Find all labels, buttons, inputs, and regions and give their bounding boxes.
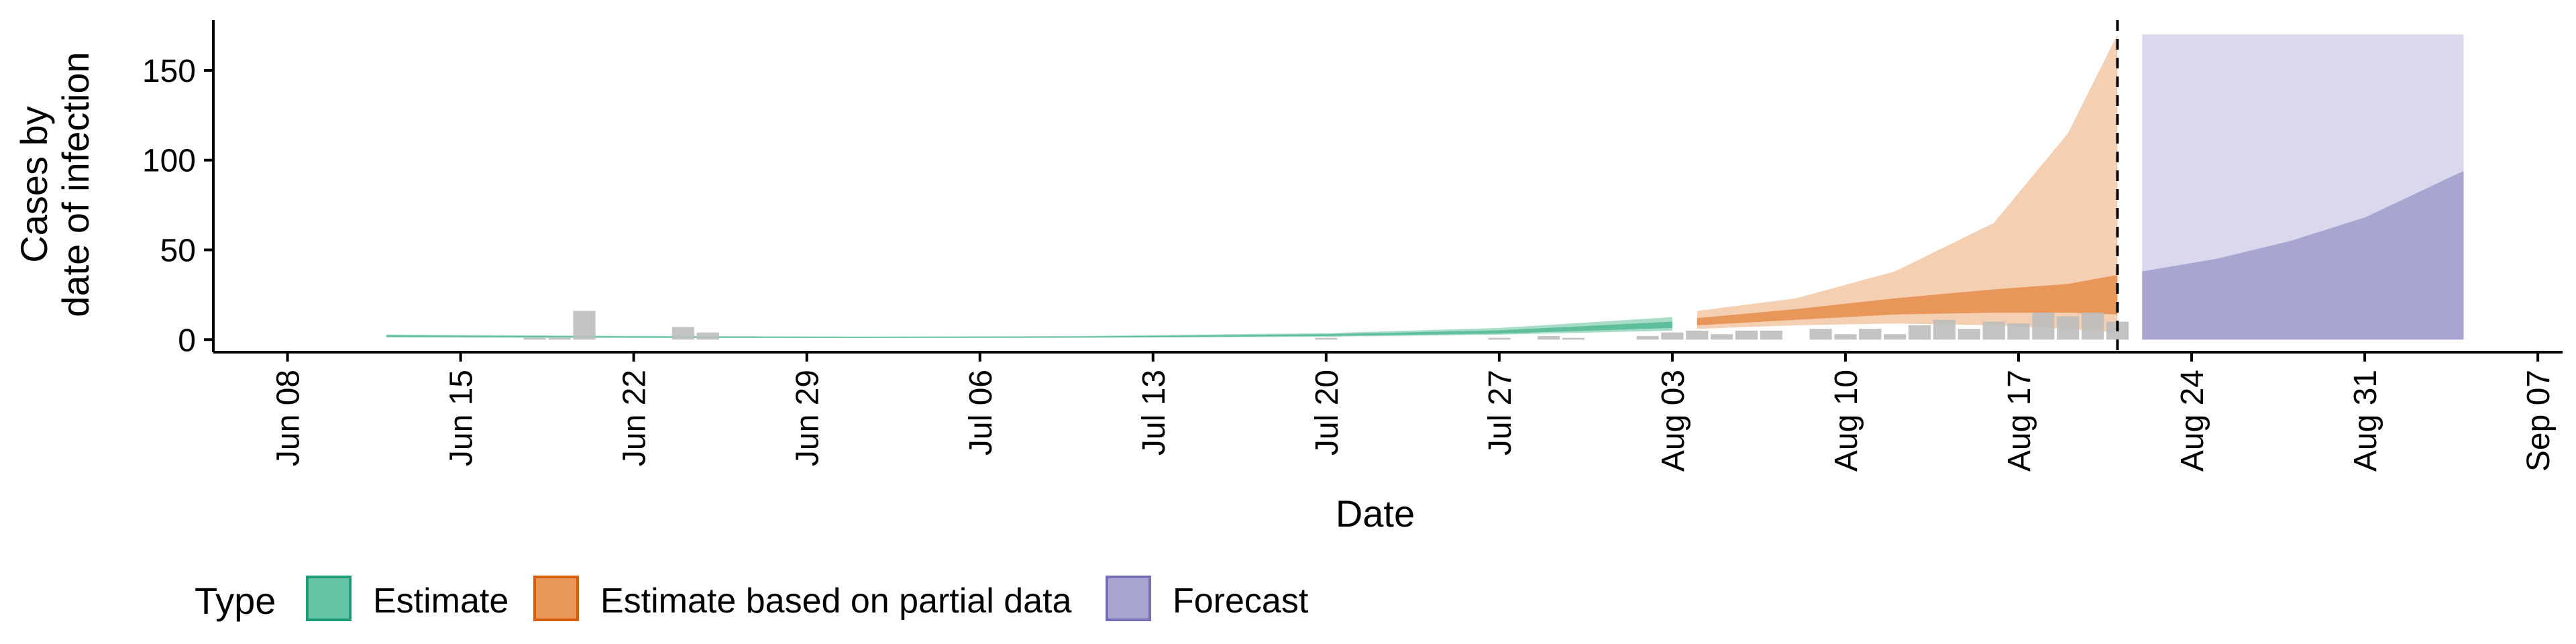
reported-case-bar [1538,335,1560,340]
reported-case-bar [1488,337,1511,340]
reported-case-bar [1909,325,1931,340]
x-tick-label: Aug 24 [2175,370,2210,472]
legend-key-2 [1106,576,1151,621]
reported-case-bar [2032,313,2055,340]
reported-case-bar [1982,321,2005,340]
x-tick-label: Jul 13 [1136,370,1172,455]
reported-case-bar [1661,332,1684,340]
x-tick-label: Aug 03 [1656,370,1691,472]
reported-case-bar [1760,330,1782,340]
x-tick-label: Jun 08 [271,370,307,466]
reported-case-bar [2082,313,2104,340]
x-tick-label: Sep 07 [2521,370,2557,472]
reported-case-bar [1636,335,1659,340]
x-tick-label: Jul 27 [1483,370,1518,455]
x-tick-label: Jun 15 [444,370,480,466]
x-tick-label: Jun 29 [790,370,826,466]
legend-key-1 [533,576,579,621]
x-tick-label: Aug 17 [2002,370,2037,472]
legend-label-1: Estimate based on partial data [600,582,1072,621]
axes: 0 50 100 150 Jun 08 Jun 15 Jun 22 Jun 29 Jul 06 J… [142,20,2563,472]
legend-label-0: Estimate [373,582,508,621]
y-axis-title: Cases by date of infection [13,52,97,317]
x-tick-label: Jul 20 [1309,370,1345,455]
x-tick-label: Jun 22 [617,370,653,466]
reported-case-bar [523,337,546,340]
reported-case-bar [2007,323,2030,340]
reported-cases-bars [523,311,2129,340]
reported-case-bar [2057,316,2080,340]
series-1-outer-band [1697,34,2118,333]
x-tick-label: Aug 10 [1829,370,1864,472]
reported-case-bar [1686,330,1709,340]
y-tick-label: 100 [142,144,196,179]
x-tick-label: Aug 31 [2348,370,2383,472]
reported-case-bar [1957,329,1980,340]
plot-area [386,34,2464,340]
reported-case-bar [1859,329,1882,340]
legend-label-2: Forecast [1173,582,1309,621]
reported-case-bar [1809,329,1832,340]
reported-case-bar [548,337,571,340]
legend: Type Estimate Estimate based on partial da… [195,576,1309,622]
x-axis-title: Date [1336,492,1415,535]
reported-case-bar [1933,319,1955,340]
series-0-inner-band [386,321,1672,338]
reported-case-bar [1562,337,1585,340]
reported-case-bar [1735,330,1758,340]
reported-case-bar [1884,334,1907,340]
reported-case-bar [696,332,719,340]
y-tick-label: 150 [142,54,196,89]
series-0-outer-band [386,317,1672,339]
series-2-inner-band [2142,170,2464,340]
reported-case-bar [573,311,596,340]
series-1-inner-band [1697,274,2118,325]
reported-case-bar [1834,334,1857,340]
x-tick-label: Jul 06 [963,370,999,455]
y-axis-title-line-1: Cases by [13,106,55,262]
reported-case-bar [1315,337,1338,340]
y-tick-label: 50 [160,233,196,268]
y-axis-title-line-2: date of infection [54,52,97,317]
y-tick-label: 0 [178,323,196,358]
legend-key-0 [306,576,352,621]
legend-title: Type [195,580,276,622]
reported-case-bar [672,327,694,340]
reported-case-bar [1711,334,1733,340]
